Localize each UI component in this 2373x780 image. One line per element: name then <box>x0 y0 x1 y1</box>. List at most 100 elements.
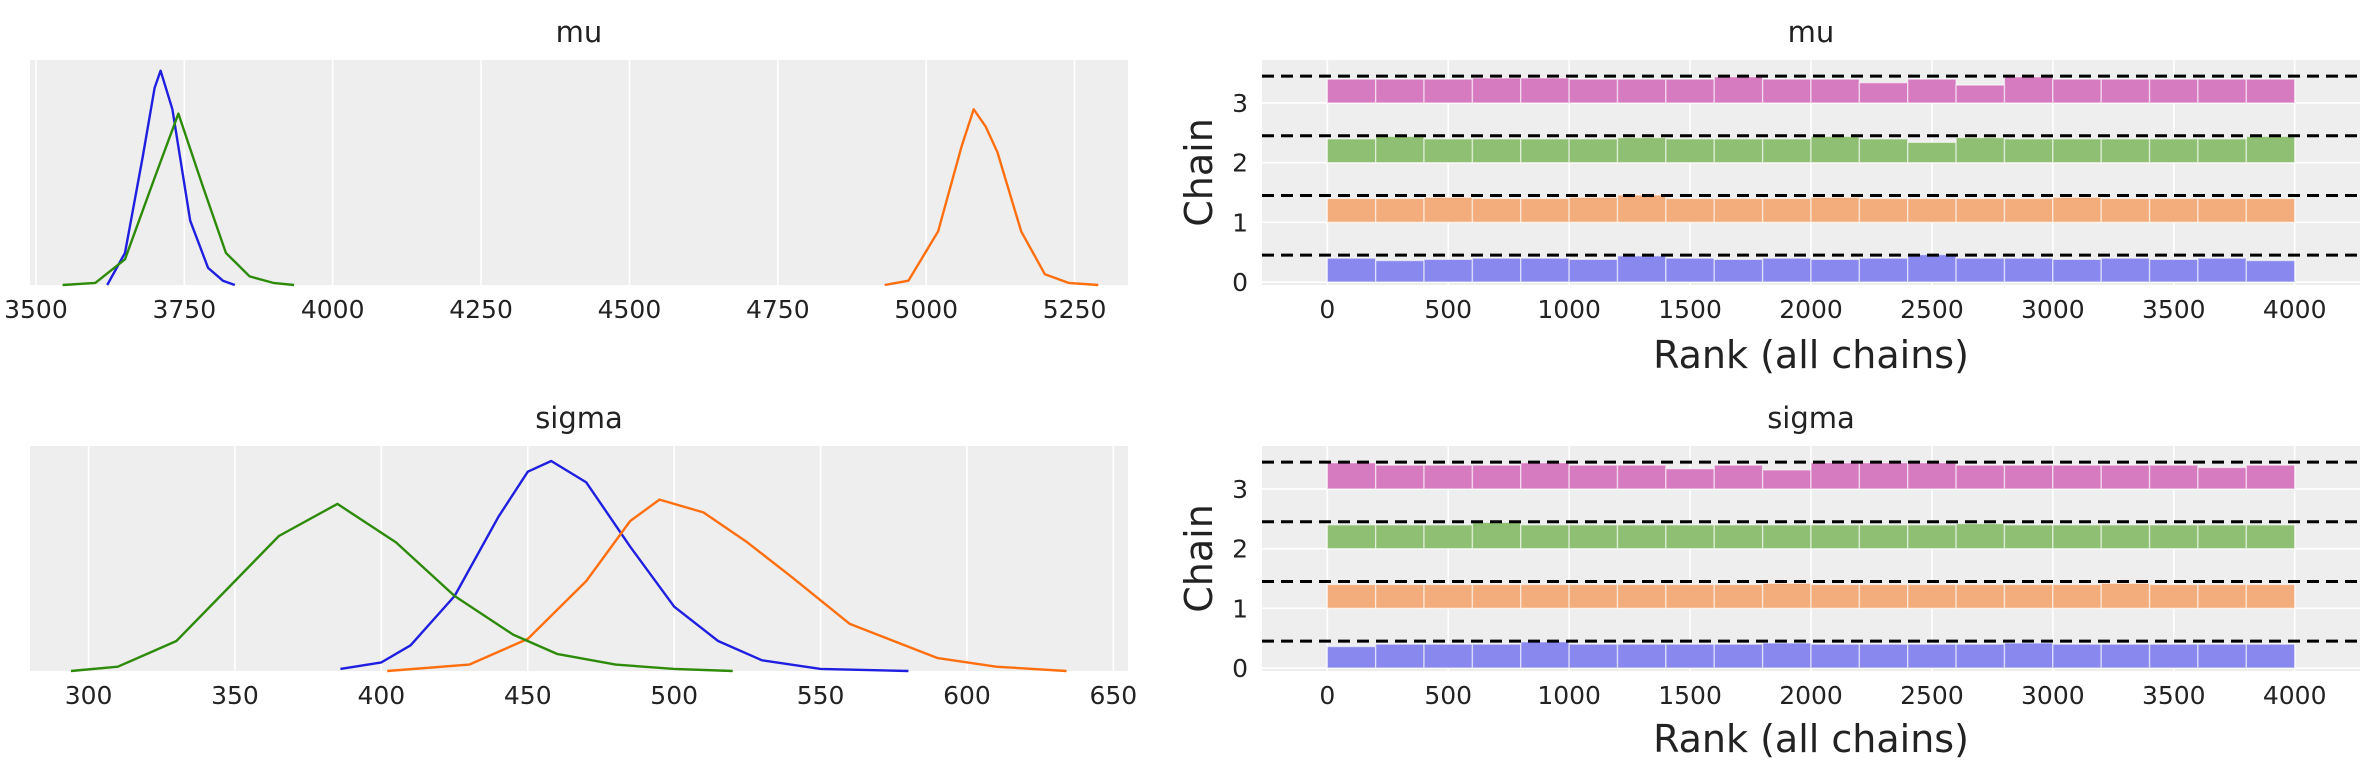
rank-bar-chain-0 <box>1713 643 1764 669</box>
rank-bar-chain-1 <box>2100 582 2151 610</box>
rank-bar-chain-2 <box>1568 524 1619 550</box>
rank-bar-chain-3 <box>1374 78 1425 104</box>
rank-bar-chain-3 <box>2197 466 2248 490</box>
x-tick-label: 0 <box>1319 295 1335 324</box>
rank-bar-chain-3 <box>2148 464 2199 490</box>
rank-bar-chain-0 <box>1810 258 1861 283</box>
rank-bar-chain-1 <box>1374 583 1425 610</box>
rank-bar-chain-0 <box>1810 643 1861 669</box>
rank-bar-chain-1 <box>1568 583 1619 610</box>
rank-bar-chain-1 <box>1616 583 1667 610</box>
rank-bar-chain-0 <box>1858 643 1909 669</box>
rank-bar-chain-3 <box>2100 78 2151 104</box>
x-tick-label: 4750 <box>746 295 810 324</box>
rank-bar-chain-3 <box>1810 78 1861 104</box>
rank-bar-chain-3 <box>2003 76 2054 104</box>
panel-2-sigma-density: sigma 300 350 400 450 500 550 600 650 <box>30 401 1137 710</box>
rank-bar-chain-1 <box>2245 197 2296 224</box>
rank-bar-chain-0 <box>1326 645 1377 669</box>
rank-bar-chain-1 <box>1471 583 1522 610</box>
rank-bar-chain-3 <box>1955 464 2006 490</box>
density-line-chain-1 <box>387 498 1067 673</box>
rank-bar-chain-2 <box>1326 138 1377 164</box>
rank-bar-chain-3 <box>2003 464 2054 490</box>
y-tick-label: 3 <box>1232 475 1248 504</box>
density-line-chain-0 <box>106 69 236 287</box>
rank-bar-chain-2 <box>1858 524 1909 550</box>
rank-bar-chain-3 <box>2100 464 2151 490</box>
x-tick-label: 2000 <box>1779 295 1843 324</box>
rank-bar-chain-0 <box>2100 257 2151 283</box>
x-tick-label: 1000 <box>1537 681 1601 710</box>
y-tick-label: 1 <box>1232 594 1248 623</box>
y-tick-label: 2 <box>1232 535 1248 564</box>
rank-bar-chain-0 <box>1955 643 2006 669</box>
x-tick-label: 600 <box>943 681 991 710</box>
rank-bar-chain-0 <box>2100 643 2151 669</box>
rank-bar-chain-3 <box>1713 464 1764 490</box>
x-tick-label: 3750 <box>153 295 217 324</box>
rank-bar-chain-1 <box>2052 196 2102 224</box>
rank-bar-chain-2 <box>1713 138 1764 164</box>
x-tick-label: 5250 <box>1043 295 1107 324</box>
rank-bar-chain-1 <box>1423 583 1474 610</box>
y-tick-label: 3 <box>1232 89 1248 118</box>
rank-bar-chain-3 <box>1810 462 1861 490</box>
rank-bar-chain-3 <box>1568 464 1619 490</box>
x-tick-label: 400 <box>358 681 406 710</box>
rank-bar-chain-3 <box>1665 78 1715 104</box>
rank-bar-chain-3 <box>1520 77 1570 104</box>
rank-bar-chain-3 <box>1471 464 1522 490</box>
panel-1-mu-rank: mu 0 500 1000 1500 2000 2500 3000 3500 4000 0 1 2 3 Ra… <box>1177 15 2360 377</box>
x-tick-label: 450 <box>504 681 552 710</box>
rank-bar-chain-0 <box>2245 259 2296 283</box>
rank-bar-chain-0 <box>1568 258 1619 283</box>
rank-bar-chain-2 <box>1955 522 2006 550</box>
rank-bar-chain-1 <box>1955 197 2006 224</box>
rank-bar-chain-2 <box>2100 138 2151 164</box>
rank-bar-chain-0 <box>1374 259 1425 283</box>
density-line-chain-2 <box>62 112 295 287</box>
x-tick-label: 4000 <box>2263 681 2327 710</box>
y-tick-label: 1 <box>1232 208 1248 237</box>
rank-bar-chain-2 <box>2245 135 2296 164</box>
x-tick-label: 4250 <box>449 295 513 324</box>
rank-bar-chain-2 <box>1568 138 1619 164</box>
rank-bar-chain-1 <box>1810 196 1861 224</box>
rank-bar-chain-2 <box>2003 524 2054 550</box>
rank-bar-chain-1 <box>1374 197 1425 224</box>
x-tick-label: 1500 <box>1658 681 1722 710</box>
rank-bar-chain-3 <box>1907 462 1957 490</box>
y-axis-label: Chain <box>1177 118 1221 227</box>
x-tick-label: 2500 <box>1900 681 1964 710</box>
rank-bar-chain-2 <box>2245 524 2296 550</box>
rank-bar-chain-2 <box>1616 524 1667 550</box>
panel-title: mu <box>556 15 603 49</box>
rank-bar-chain-3 <box>1423 464 1474 490</box>
rank-bar-chain-1 <box>2197 197 2248 224</box>
rank-bar-chain-0 <box>1374 643 1425 669</box>
rank-bar-chain-0 <box>2148 258 2199 283</box>
x-tick-label: 650 <box>1090 681 1138 710</box>
density-line-chain-1 <box>884 108 1099 287</box>
rank-bar-chain-3 <box>1520 462 1570 490</box>
x-tick-label: 3000 <box>2021 295 2085 324</box>
rank-bar-chain-0 <box>1520 257 1570 283</box>
rank-bar-chain-1 <box>1423 196 1474 224</box>
x-tick-label: 500 <box>1424 681 1472 710</box>
panel-title: sigma <box>1767 401 1855 435</box>
x-tick-label: 3500 <box>4 295 68 324</box>
rank-bar-chain-3 <box>1616 464 1667 490</box>
rank-bar-chain-1 <box>1520 583 1570 610</box>
rank-bar-chain-1 <box>2003 583 2054 610</box>
rank-bar-chain-0 <box>2052 643 2102 669</box>
rank-bar-chain-3 <box>1955 84 2006 104</box>
x-tick-label: 2000 <box>1779 681 1843 710</box>
rank-bar-chain-1 <box>1326 197 1377 224</box>
rank-bar-chain-1 <box>1665 197 1715 224</box>
rank-bar-chain-0 <box>1665 257 1715 283</box>
x-tick-label: 300 <box>65 681 113 710</box>
rank-bar-chain-1 <box>1665 583 1715 610</box>
rank-bar-chain-2 <box>1665 138 1715 164</box>
rank-bar-chain-0 <box>2197 257 2248 283</box>
